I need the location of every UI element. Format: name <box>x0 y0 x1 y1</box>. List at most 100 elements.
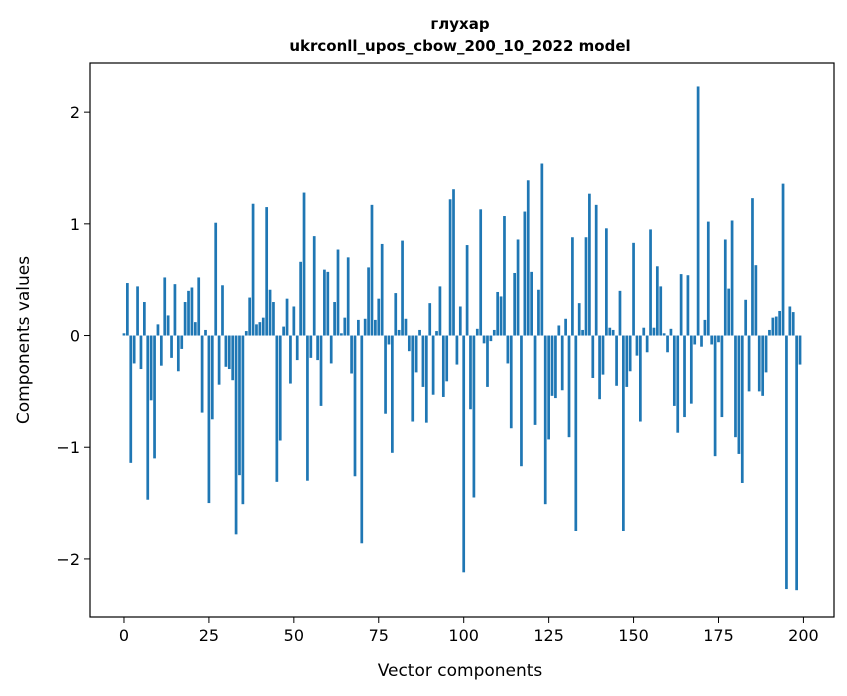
bar-component-48 <box>285 298 289 336</box>
bar-component-66 <box>346 257 350 336</box>
bar-component-145 <box>615 335 618 386</box>
bar-component-191 <box>771 317 775 336</box>
bar-component-154 <box>645 335 649 353</box>
bar-component-20 <box>190 287 194 336</box>
bar-component-112 <box>503 216 506 336</box>
bar-component-143 <box>608 327 612 336</box>
x-tick-label: 0 <box>119 626 129 645</box>
y-tick-label: 1 <box>70 215 80 234</box>
x-tick-label: 200 <box>788 626 819 645</box>
bar-component-82 <box>401 240 404 336</box>
bar-component-11 <box>159 335 163 366</box>
bar-component-167 <box>689 335 693 404</box>
bar-component-198 <box>795 335 798 591</box>
bar-component-90 <box>428 303 432 336</box>
bar-component-57 <box>316 335 319 361</box>
bar-component-88 <box>421 335 425 387</box>
bar-component-117 <box>520 335 523 467</box>
bar-component-60 <box>326 271 330 336</box>
bar-component-187 <box>757 335 761 392</box>
bar-component-148 <box>625 335 629 387</box>
bar-component-166 <box>686 275 690 336</box>
bar-component-67 <box>350 335 353 374</box>
bar-component-96 <box>448 199 452 336</box>
y-tick-label: −1 <box>56 438 80 457</box>
bar-component-27 <box>214 222 218 336</box>
bar-component-31 <box>227 335 231 370</box>
bar-component-159 <box>662 333 666 336</box>
bar-component-118 <box>523 211 527 336</box>
bar-component-36 <box>244 331 248 336</box>
bar-component-9 <box>153 335 156 459</box>
bar-component-15 <box>173 284 177 336</box>
bar-component-199 <box>798 335 802 365</box>
bar-component-44 <box>272 302 275 336</box>
bar-component-0 <box>122 333 126 336</box>
bar-component-120 <box>530 271 533 336</box>
bar-component-106 <box>482 335 486 344</box>
bar-component-18 <box>183 302 187 336</box>
bar-component-38 <box>251 203 255 336</box>
bar-component-58 <box>319 335 323 406</box>
bar-component-5 <box>139 335 143 370</box>
bar-component-140 <box>598 335 601 400</box>
bar-component-192 <box>774 316 778 336</box>
bar-component-73 <box>370 204 374 336</box>
bar-component-76 <box>380 243 384 336</box>
bar-component-158 <box>659 286 663 336</box>
bar-component-68 <box>353 335 357 477</box>
bar-component-103 <box>472 335 476 498</box>
bar-component-14 <box>170 335 173 358</box>
bar-component-74 <box>374 319 377 336</box>
x-tick-label: 150 <box>618 626 649 645</box>
bar-component-83 <box>404 318 408 336</box>
bar-component-135 <box>581 329 584 336</box>
bar-component-93 <box>438 286 442 336</box>
bar-component-125 <box>547 335 550 440</box>
bar-component-150 <box>632 242 635 336</box>
bar-component-184 <box>747 335 751 392</box>
bar-component-77 <box>384 335 387 414</box>
bar-component-157 <box>655 266 659 336</box>
bar-component-181 <box>737 335 741 454</box>
bar-component-123 <box>540 163 544 336</box>
x-tick-label: 125 <box>533 626 564 645</box>
bar-component-182 <box>740 335 744 483</box>
bar-component-19 <box>187 290 190 336</box>
bar-component-137 <box>588 193 591 336</box>
bar-component-131 <box>567 335 571 438</box>
bar-component-134 <box>577 303 581 336</box>
bar-component-81 <box>397 329 401 336</box>
bar-component-42 <box>265 207 269 336</box>
bar-component-72 <box>367 267 370 336</box>
x-tick-label: 50 <box>284 626 304 645</box>
bar-component-132 <box>571 237 574 336</box>
bar-component-35 <box>241 335 245 505</box>
bar-component-43 <box>268 289 272 336</box>
chart-title: глухар <box>430 15 489 33</box>
bar-component-188 <box>761 335 765 396</box>
bar-component-175 <box>717 335 720 343</box>
bar-component-33 <box>234 335 238 535</box>
bar-component-194 <box>781 183 785 336</box>
bar-component-162 <box>672 335 676 406</box>
bar-component-78 <box>387 335 391 345</box>
bar-component-170 <box>700 335 703 347</box>
bar-component-24 <box>204 329 207 336</box>
bar-component-53 <box>302 192 306 336</box>
bar-component-196 <box>788 306 792 336</box>
bar-component-46 <box>278 335 282 441</box>
bar-component-101 <box>465 245 469 336</box>
bar-component-65 <box>343 317 347 336</box>
bar-component-127 <box>554 335 557 399</box>
bar-component-149 <box>628 335 632 372</box>
bar-component-7 <box>146 335 150 500</box>
bar-component-156 <box>652 327 656 336</box>
bar-component-22 <box>197 277 201 336</box>
bar-component-13 <box>166 315 170 336</box>
bar-component-71 <box>363 318 367 336</box>
bar-component-39 <box>255 324 258 336</box>
bar-component-16 <box>176 335 180 372</box>
bar-component-94 <box>441 335 445 397</box>
bar-component-62 <box>333 302 336 336</box>
